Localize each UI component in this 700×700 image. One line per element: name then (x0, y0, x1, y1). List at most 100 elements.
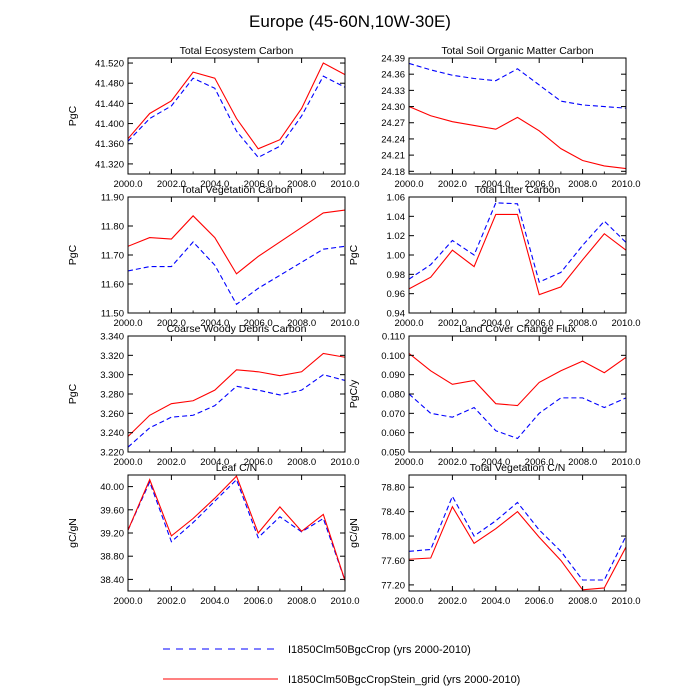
x-tick-label: 2006.0 (244, 596, 273, 607)
y-tick-label: 0.96 (387, 289, 406, 300)
y-tick-label: 24.30 (381, 102, 405, 113)
x-tick-label: 2008.0 (287, 318, 316, 329)
y-tick-label: 1.00 (387, 251, 406, 262)
x-tick-label: 2002.0 (157, 318, 186, 329)
y-tick-label: 1.06 (387, 193, 406, 204)
x-tick-label: 2002.0 (157, 457, 186, 468)
y-axis-label: gC/gN (67, 518, 79, 548)
panel-title: Total Litter Carbon (475, 184, 561, 196)
panel-1: Total Ecosystem Carbon PgC 2000.0 2002.0 200… (67, 45, 360, 190)
series-line-2 (128, 62, 345, 150)
x-tick-label: 2002.0 (438, 457, 467, 468)
x-tick-label: 2000.0 (394, 596, 423, 607)
y-tick-label: 24.18 (381, 167, 405, 178)
x-tick-label: 2000.0 (394, 318, 423, 329)
y-tick-label: 38.40 (100, 575, 124, 586)
x-tick-label: 2008.0 (568, 318, 597, 329)
x-tick-label: 2010.0 (611, 596, 640, 607)
x-tick-label: 2010.0 (330, 596, 359, 607)
x-tick-label: 2010.0 (611, 318, 640, 329)
plot-frame (408, 335, 627, 453)
x-tick-label: 2006.0 (244, 318, 273, 329)
y-axis-label: PgC (67, 244, 79, 265)
series-line-1 (409, 202, 626, 283)
y-tick-label: 41.400 (95, 119, 124, 130)
y-tick-label: 24.27 (381, 118, 405, 129)
y-tick-label: 39.20 (100, 529, 124, 540)
panel-title: Total Vegetation Carbon (180, 184, 292, 196)
panels: Total Ecosystem Carbon PgC 2000.0 2002.0 200… (67, 45, 641, 607)
series-line-1 (128, 241, 345, 306)
x-tick-label: 2002.0 (438, 318, 467, 329)
y-tick-label: 11.70 (101, 251, 124, 262)
series-line-1 (409, 62, 626, 109)
y-tick-label: 11.60 (101, 280, 124, 291)
y-tick-label: 77.60 (381, 556, 405, 567)
x-tick-label: 2008.0 (568, 596, 597, 607)
panel-title: Land Cover Change Flux (459, 323, 576, 335)
y-axis-label: gC/gN (348, 518, 360, 548)
x-tick-label: 2006.0 (525, 457, 554, 468)
y-tick-label: 3.300 (100, 370, 124, 381)
plot-frame (127, 57, 346, 175)
x-tick-label: 2002.0 (157, 179, 186, 190)
y-tick-label: 0.100 (381, 351, 405, 362)
series-line-1 (128, 75, 345, 159)
y-axis-label: PgC (348, 244, 360, 265)
y-tick-label: 0.050 (381, 448, 405, 459)
y-tick-label: 41.440 (95, 99, 124, 110)
y-tick-label: 41.320 (95, 159, 124, 170)
y-tick-label: 11.90 (101, 193, 124, 204)
x-tick-label: 2010.0 (330, 179, 359, 190)
x-tick-label: 2006.0 (525, 318, 554, 329)
x-tick-label: 2010.0 (611, 457, 640, 468)
x-tick-label: 2004.0 (200, 318, 229, 329)
series-line-1 (409, 495, 626, 581)
y-tick-label: 1.02 (387, 231, 406, 242)
plot-frame (408, 57, 627, 175)
figure-title: Europe (45-60N,10W-30E) (249, 12, 451, 31)
x-tick-label: 2000.0 (394, 457, 423, 468)
x-tick-label: 2004.0 (200, 457, 229, 468)
panel-title: Total Soil Organic Matter Carbon (441, 45, 593, 57)
y-tick-label: 3.260 (100, 409, 124, 420)
x-tick-label: 2000.0 (394, 179, 423, 190)
x-tick-label: 2010.0 (611, 179, 640, 190)
x-tick-label: 2008.0 (568, 179, 597, 190)
y-tick-label: 77.20 (381, 580, 405, 591)
plot-frame (127, 474, 346, 592)
y-tick-label: 0.090 (381, 370, 405, 381)
x-tick-label: 2008.0 (568, 457, 597, 468)
x-tick-label: 2008.0 (287, 457, 316, 468)
y-tick-label: 11.80 (101, 222, 124, 233)
y-tick-label: 0.94 (387, 309, 406, 320)
y-tick-label: 41.520 (95, 59, 124, 70)
series-line-1 (128, 374, 345, 448)
x-tick-label: 2006.0 (525, 596, 554, 607)
y-tick-label: 38.80 (100, 552, 124, 563)
x-tick-label: 2004.0 (481, 318, 510, 329)
panel-7: Leaf C/N gC/gN 2000.0 2002.0 2004.0 2006.0 200… (67, 462, 360, 607)
series-line-2 (128, 475, 345, 581)
x-tick-label: 2000.0 (113, 179, 142, 190)
x-tick-label: 2008.0 (287, 596, 316, 607)
x-tick-label: 2010.0 (330, 318, 359, 329)
y-tick-label: 41.360 (95, 139, 124, 150)
x-tick-label: 2004.0 (481, 457, 510, 468)
y-tick-label: 40.00 (100, 482, 124, 493)
y-tick-label: 3.240 (100, 428, 124, 439)
y-tick-label: 39.60 (100, 505, 124, 516)
panel-5: Coarse Woody Debris Carbon PgC 2000.0 2002.… (67, 323, 360, 468)
x-tick-label: 2002.0 (157, 596, 186, 607)
y-tick-label: 3.320 (100, 351, 124, 362)
x-tick-label: 2002.0 (438, 596, 467, 607)
panel-title: Leaf C/N (216, 462, 257, 474)
x-tick-label: 2004.0 (200, 179, 229, 190)
series-line-2 (409, 213, 626, 296)
x-tick-label: 2000.0 (113, 596, 142, 607)
y-tick-label: 41.480 (95, 79, 124, 90)
x-tick-label: 2004.0 (200, 596, 229, 607)
y-tick-label: 0.98 (387, 270, 406, 281)
y-axis-label: PgC (67, 383, 79, 404)
y-tick-label: 3.220 (100, 448, 124, 459)
